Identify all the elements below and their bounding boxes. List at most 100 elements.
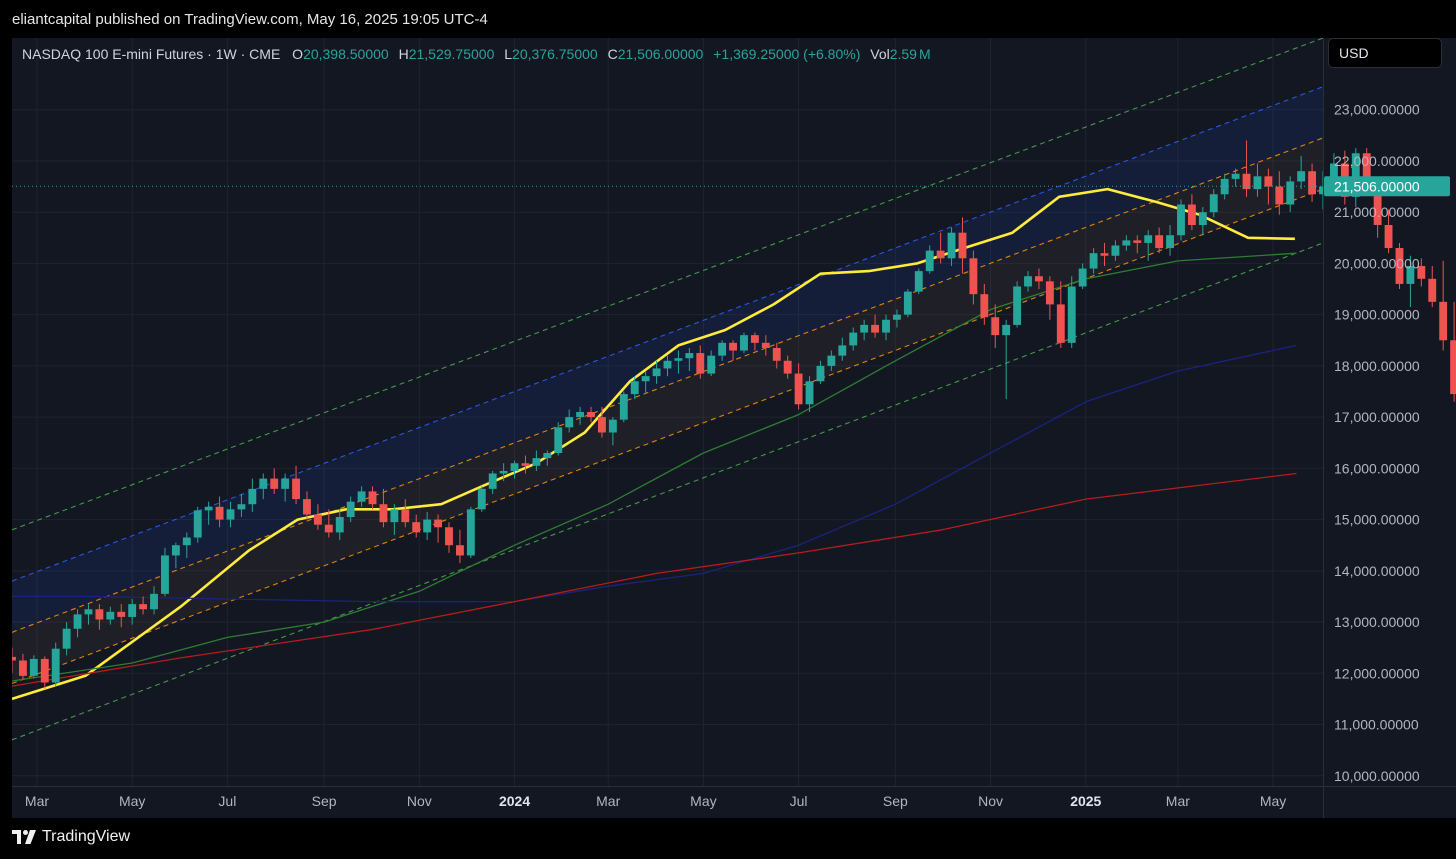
publisher-bar: eliantcapital published on TradingView.c… bbox=[0, 0, 1456, 38]
candle bbox=[991, 304, 1000, 348]
candle bbox=[303, 491, 311, 520]
channel-band bbox=[12, 137, 1323, 684]
candle-body bbox=[40, 658, 49, 683]
candle bbox=[150, 586, 158, 615]
price-tick-label: 18,000.00000 bbox=[1334, 358, 1420, 374]
chart-panel[interactable]: 10,000.00000 11,000.00000 12,000.00000 13,0… bbox=[8, 37, 1456, 818]
candle bbox=[270, 468, 279, 494]
candle bbox=[598, 406, 606, 438]
candle bbox=[805, 376, 814, 412]
symbol-legend[interactable]: NASDAQ 100 E-mini Futures · 1W · CME O20… bbox=[22, 46, 931, 62]
candle bbox=[729, 340, 737, 361]
candle bbox=[1035, 268, 1043, 290]
candle bbox=[423, 511, 432, 541]
footer-bar bbox=[0, 818, 1456, 859]
candle bbox=[117, 604, 126, 628]
candle-body bbox=[1122, 240, 1131, 246]
candle bbox=[182, 532, 191, 559]
candle-body bbox=[1406, 265, 1415, 284]
candles[interactable] bbox=[8, 140, 1456, 689]
price-tick-label: 13,000.00000 bbox=[1334, 614, 1420, 630]
close-label: C bbox=[607, 46, 618, 62]
axes[interactable]: 10,000.00000 11,000.00000 12,000.00000 13,0… bbox=[12, 38, 1456, 818]
candle bbox=[718, 340, 727, 361]
candle-body bbox=[84, 609, 93, 615]
candle bbox=[171, 542, 180, 569]
candle-body bbox=[761, 342, 770, 348]
candle bbox=[357, 486, 366, 507]
candle bbox=[18, 653, 27, 680]
volume-unit: M bbox=[918, 46, 931, 62]
candle bbox=[685, 347, 694, 372]
candle-body bbox=[346, 501, 355, 518]
candle bbox=[499, 463, 508, 482]
candle bbox=[401, 499, 410, 528]
candle-body bbox=[292, 478, 300, 500]
candle bbox=[1198, 207, 1207, 236]
volume-value: 2.59 bbox=[889, 46, 917, 62]
ma-navy-line bbox=[12, 344, 1297, 603]
candle-body bbox=[1187, 204, 1196, 225]
candle bbox=[368, 486, 377, 510]
channel-line-0 bbox=[11, 37, 1324, 531]
candle-body bbox=[1056, 304, 1065, 343]
candle bbox=[663, 355, 672, 377]
candle-body bbox=[816, 365, 825, 382]
low-value: 20,376.75000 bbox=[512, 46, 598, 62]
candle bbox=[139, 596, 148, 615]
candle bbox=[838, 337, 847, 361]
open-value: 20,398.50000 bbox=[303, 46, 389, 62]
candle-body bbox=[1035, 276, 1043, 282]
candle bbox=[259, 473, 268, 500]
tradingview-logo[interactable]: TradingView bbox=[12, 828, 130, 846]
candle bbox=[1297, 155, 1306, 190]
price-chart[interactable]: 10,000.00000 11,000.00000 12,000.00000 13,0… bbox=[8, 37, 1456, 818]
candle-body bbox=[892, 314, 901, 320]
candle bbox=[619, 391, 628, 423]
candle bbox=[1384, 209, 1393, 254]
time-tick-label: 2024 bbox=[499, 793, 530, 809]
time-tick-label: Mar bbox=[596, 793, 620, 809]
candle-body bbox=[455, 545, 464, 556]
open-label: O bbox=[292, 46, 304, 62]
candle-body bbox=[1286, 181, 1295, 205]
candle bbox=[980, 283, 989, 325]
last-price-label: 21,506.00000 bbox=[1334, 178, 1420, 194]
candle-body bbox=[783, 360, 792, 374]
time-tick-label: May bbox=[690, 793, 716, 809]
candle bbox=[40, 656, 49, 689]
time-tick-label: Mar bbox=[25, 793, 49, 809]
candle bbox=[936, 232, 945, 264]
price-tick-label: 15,000.00000 bbox=[1334, 512, 1420, 528]
candle-body bbox=[630, 381, 639, 395]
candle-body bbox=[543, 452, 552, 459]
symbol-name[interactable]: NASDAQ 100 E-mini Futures · 1W · CME bbox=[22, 46, 281, 62]
candle-body bbox=[936, 250, 945, 259]
candle-body bbox=[139, 604, 148, 610]
candle-body bbox=[106, 611, 115, 620]
candle bbox=[1133, 235, 1142, 254]
candle bbox=[488, 470, 497, 494]
candle-body bbox=[805, 381, 814, 405]
candle-body bbox=[1209, 194, 1218, 213]
candle-body bbox=[1078, 268, 1087, 287]
candle bbox=[1450, 301, 1456, 402]
channel-fill bbox=[12, 86, 1323, 684]
candle bbox=[554, 422, 563, 456]
candle-body bbox=[117, 611, 126, 617]
candle-body bbox=[903, 291, 912, 315]
change-value: +1,369.25000 (+6.80%) bbox=[713, 46, 861, 62]
candle-body bbox=[259, 478, 268, 489]
candle bbox=[8, 647, 16, 674]
candle-body bbox=[685, 353, 694, 359]
candle-body bbox=[324, 524, 333, 533]
candle-body bbox=[1439, 301, 1448, 341]
currency-selector[interactable]: USD bbox=[1328, 38, 1442, 68]
candle bbox=[1428, 265, 1437, 307]
candle-body bbox=[750, 335, 759, 343]
candle bbox=[641, 371, 650, 395]
candle-body bbox=[1329, 163, 1338, 187]
candle-body bbox=[1297, 171, 1306, 182]
moving-averages bbox=[11, 187, 1297, 701]
candle bbox=[292, 465, 300, 505]
